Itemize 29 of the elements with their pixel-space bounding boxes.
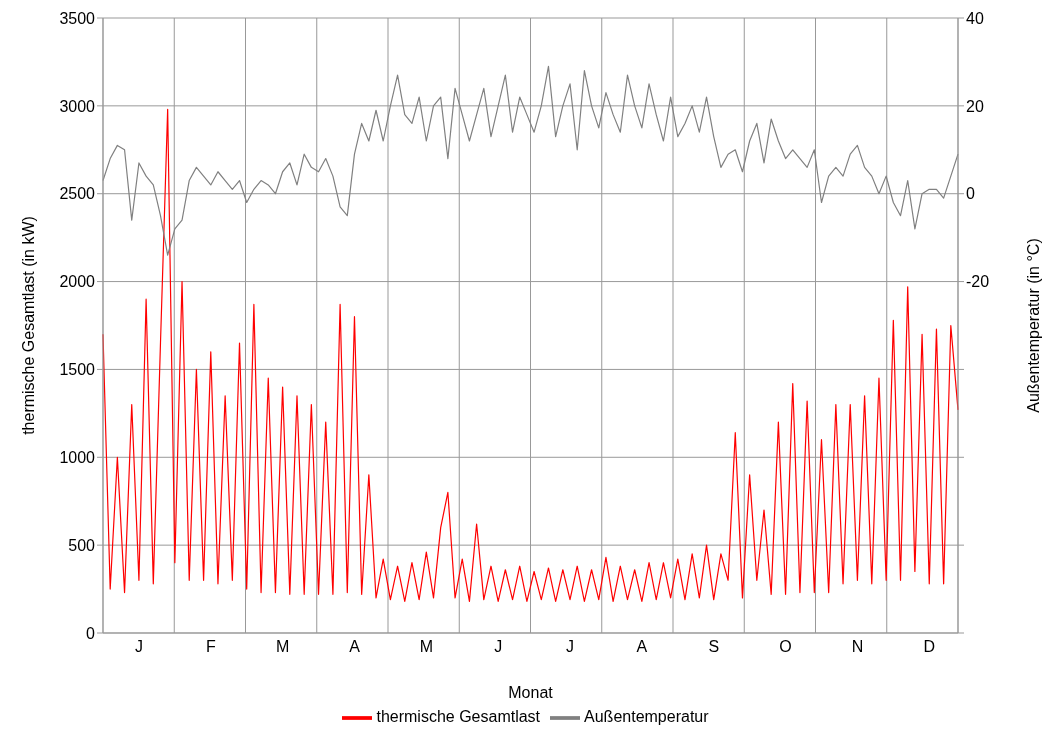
y-tick-label: 1500 [59,361,96,379]
y-tick-label: 1000 [59,448,96,466]
x-tick-label: F [205,638,216,656]
legend-label: Außentemperatur [584,708,709,726]
y2-axis-title: Außentemperatur (in °C) [1024,238,1042,413]
y-tick-label: 3000 [59,97,96,115]
y-axis-title: thermische Gesamtlast (in kW) [19,216,37,435]
x-tick-label: J [494,638,503,656]
x-tick-label: M [419,638,433,656]
x-tick-label: D [923,638,936,656]
y-tick-label: 2500 [59,185,96,203]
legend-label: thermische Gesamtlast [376,708,541,726]
x-tick-label: O [779,638,792,656]
y2-tick-label: -20 [966,273,990,291]
x-axis-title: Monat [508,684,554,701]
x-tick-label: S [708,638,720,656]
x-tick-label: A [349,638,361,656]
y2-tick-label: 40 [966,9,984,27]
y-tick-label: 2000 [59,273,96,291]
y-tick-label: 500 [68,536,96,554]
x-tick-label: M [275,638,290,656]
x-tick-label: A [636,638,648,656]
y-tick-label: 0 [86,624,96,642]
x-tick-label: J [134,638,143,656]
y-tick-label: 3500 [59,9,96,27]
x-tick-label: J [566,638,575,656]
y2-tick-label: 0 [966,185,975,203]
x-tick-label: N [851,638,864,656]
y2-tick-label: 20 [966,97,984,115]
